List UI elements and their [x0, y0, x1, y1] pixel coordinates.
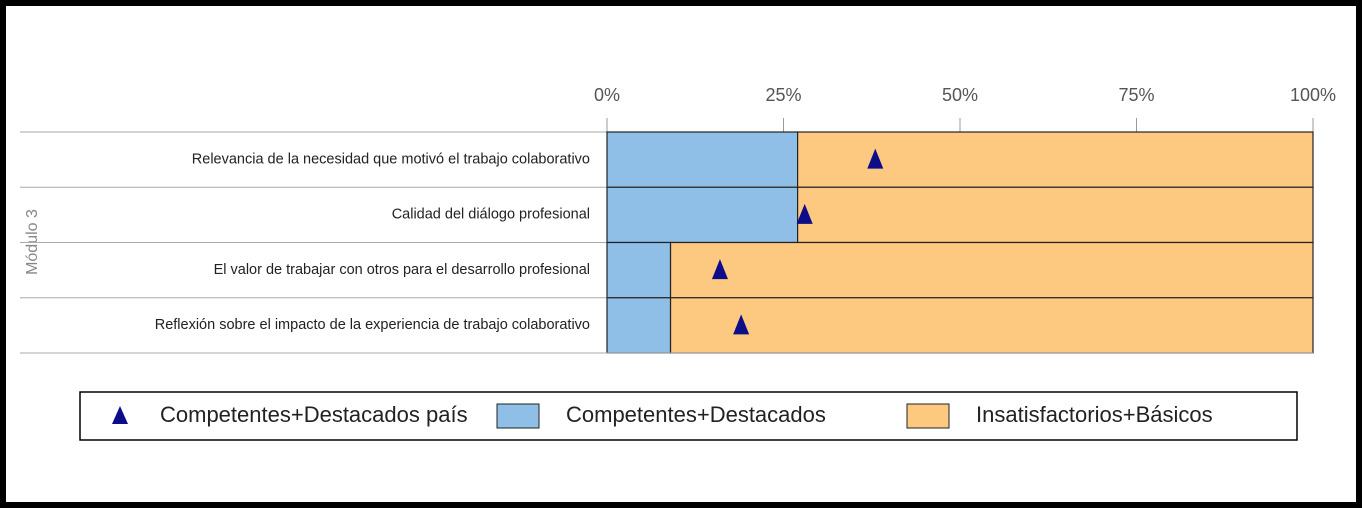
x-tick-label: 50% — [942, 85, 978, 105]
legend-label: Competentes+Destacados — [566, 402, 826, 427]
bar — [797, 131, 1314, 188]
bar — [606, 186, 799, 244]
bar — [606, 241, 672, 299]
legend — [79, 391, 1298, 441]
marker — [867, 148, 884, 169]
legend-swatch — [496, 403, 540, 429]
legend-label: Competentes+Destacados país — [160, 402, 468, 427]
y-tick-label: Calidad del diálogo profesional — [392, 207, 590, 223]
bar — [797, 186, 1314, 244]
bar — [606, 297, 672, 354]
marker — [711, 259, 728, 280]
x-tick-label: 25% — [765, 85, 801, 105]
x-tick-label: 75% — [1118, 85, 1154, 105]
legend-swatch — [112, 406, 128, 424]
x-tick-label: 0% — [594, 85, 620, 105]
x-tick-label: 100% — [1290, 85, 1336, 105]
y-tick-label: Relevancia de la necesidad que motivó el… — [192, 151, 590, 167]
legend-label: Insatisfactorios+Básicos — [976, 402, 1213, 427]
marker — [733, 314, 750, 335]
bar — [606, 131, 799, 188]
y-tick-label: El valor de trabajar con otros para el d… — [214, 262, 590, 278]
y-axis-label: Módulo 3 — [24, 209, 41, 275]
y-tick-label: Reflexión sobre el impacto de la experie… — [155, 317, 590, 333]
bar — [669, 297, 1314, 354]
marker — [796, 203, 813, 224]
legend-swatch — [906, 403, 950, 429]
bar — [669, 241, 1314, 299]
